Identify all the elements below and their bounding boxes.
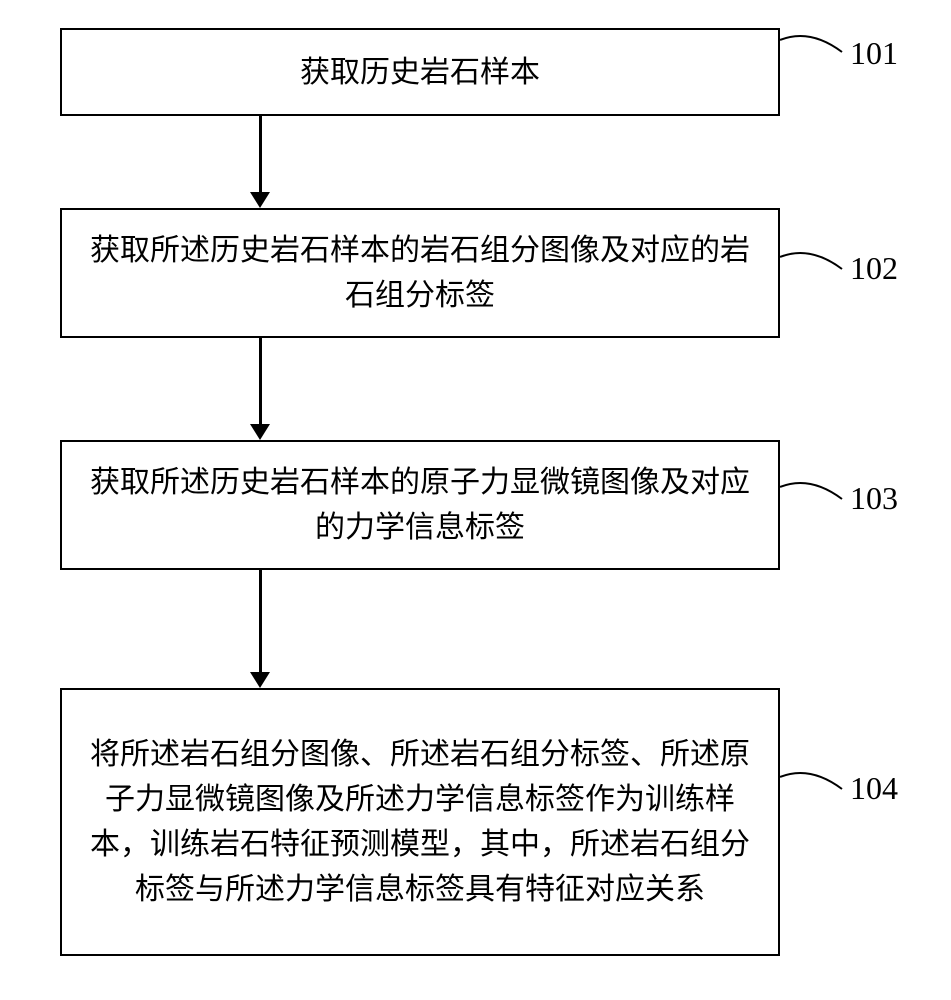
node-4-label: 104	[850, 770, 898, 807]
arrow-2-3-head	[250, 424, 270, 440]
flowchart-node-3: 获取所述历史岩石样本的原子力显微镜图像及对应的力学信息标签	[60, 440, 780, 570]
arrow-1-2-line	[259, 116, 262, 192]
flowchart-node-2: 获取所述历史岩石样本的岩石组分图像及对应的岩石组分标签	[60, 208, 780, 338]
node-3-text: 获取所述历史岩石样本的原子力显微镜图像及对应的力学信息标签	[82, 460, 758, 550]
node-2-label: 102	[850, 250, 898, 287]
node-2-text: 获取所述历史岩石样本的岩石组分图像及对应的岩石组分标签	[82, 228, 758, 318]
node-1-connector	[780, 28, 850, 58]
arrow-3-4-head	[250, 672, 270, 688]
node-3-label: 103	[850, 480, 898, 517]
node-1-text: 获取历史岩石样本	[300, 50, 540, 95]
node-1-label: 101	[850, 35, 898, 72]
node-4-text: 将所述岩石组分图像、所述岩石组分标签、所述原子力显微镜图像及所述力学信息标签作为…	[82, 732, 758, 912]
node-2-connector	[780, 245, 850, 275]
arrow-2-3-line	[259, 338, 262, 424]
arrow-3-4-line	[259, 570, 262, 672]
flowchart-node-1: 获取历史岩石样本	[60, 28, 780, 116]
flowchart-container: 获取历史岩石样本 101 获取所述历史岩石样本的岩石组分图像及对应的岩石组分标签…	[0, 0, 951, 1000]
node-4-connector	[780, 765, 850, 795]
arrow-1-2-head	[250, 192, 270, 208]
node-3-connector	[780, 475, 850, 505]
flowchart-node-4: 将所述岩石组分图像、所述岩石组分标签、所述原子力显微镜图像及所述力学信息标签作为…	[60, 688, 780, 956]
